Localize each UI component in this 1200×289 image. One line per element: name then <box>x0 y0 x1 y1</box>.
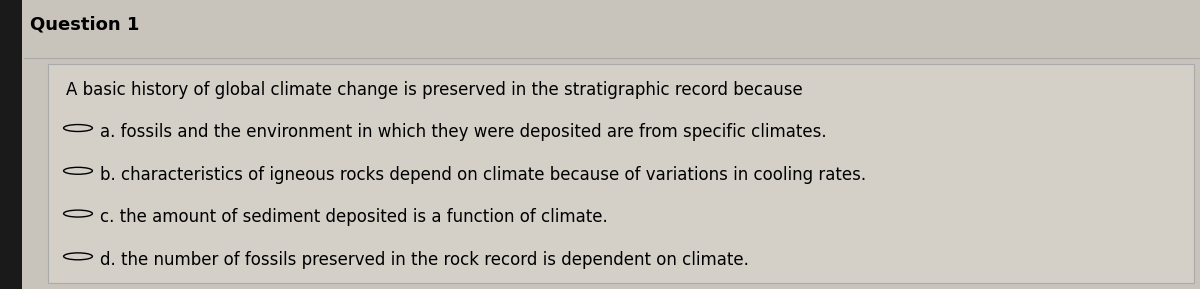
Text: a. fossils and the environment in which they were deposited are from specific cl: a. fossils and the environment in which … <box>100 123 827 141</box>
FancyBboxPatch shape <box>48 64 1194 283</box>
Text: Question 1: Question 1 <box>30 16 139 34</box>
Text: d. the number of fossils preserved in the rock record is dependent on climate.: d. the number of fossils preserved in th… <box>100 251 749 269</box>
Text: A basic history of global climate change is preserved in the stratigraphic recor: A basic history of global climate change… <box>66 81 803 99</box>
Text: c. the amount of sediment deposited is a function of climate.: c. the amount of sediment deposited is a… <box>100 208 607 226</box>
Text: b. characteristics of igneous rocks depend on climate because of variations in c: b. characteristics of igneous rocks depe… <box>100 166 865 184</box>
FancyBboxPatch shape <box>0 0 22 289</box>
